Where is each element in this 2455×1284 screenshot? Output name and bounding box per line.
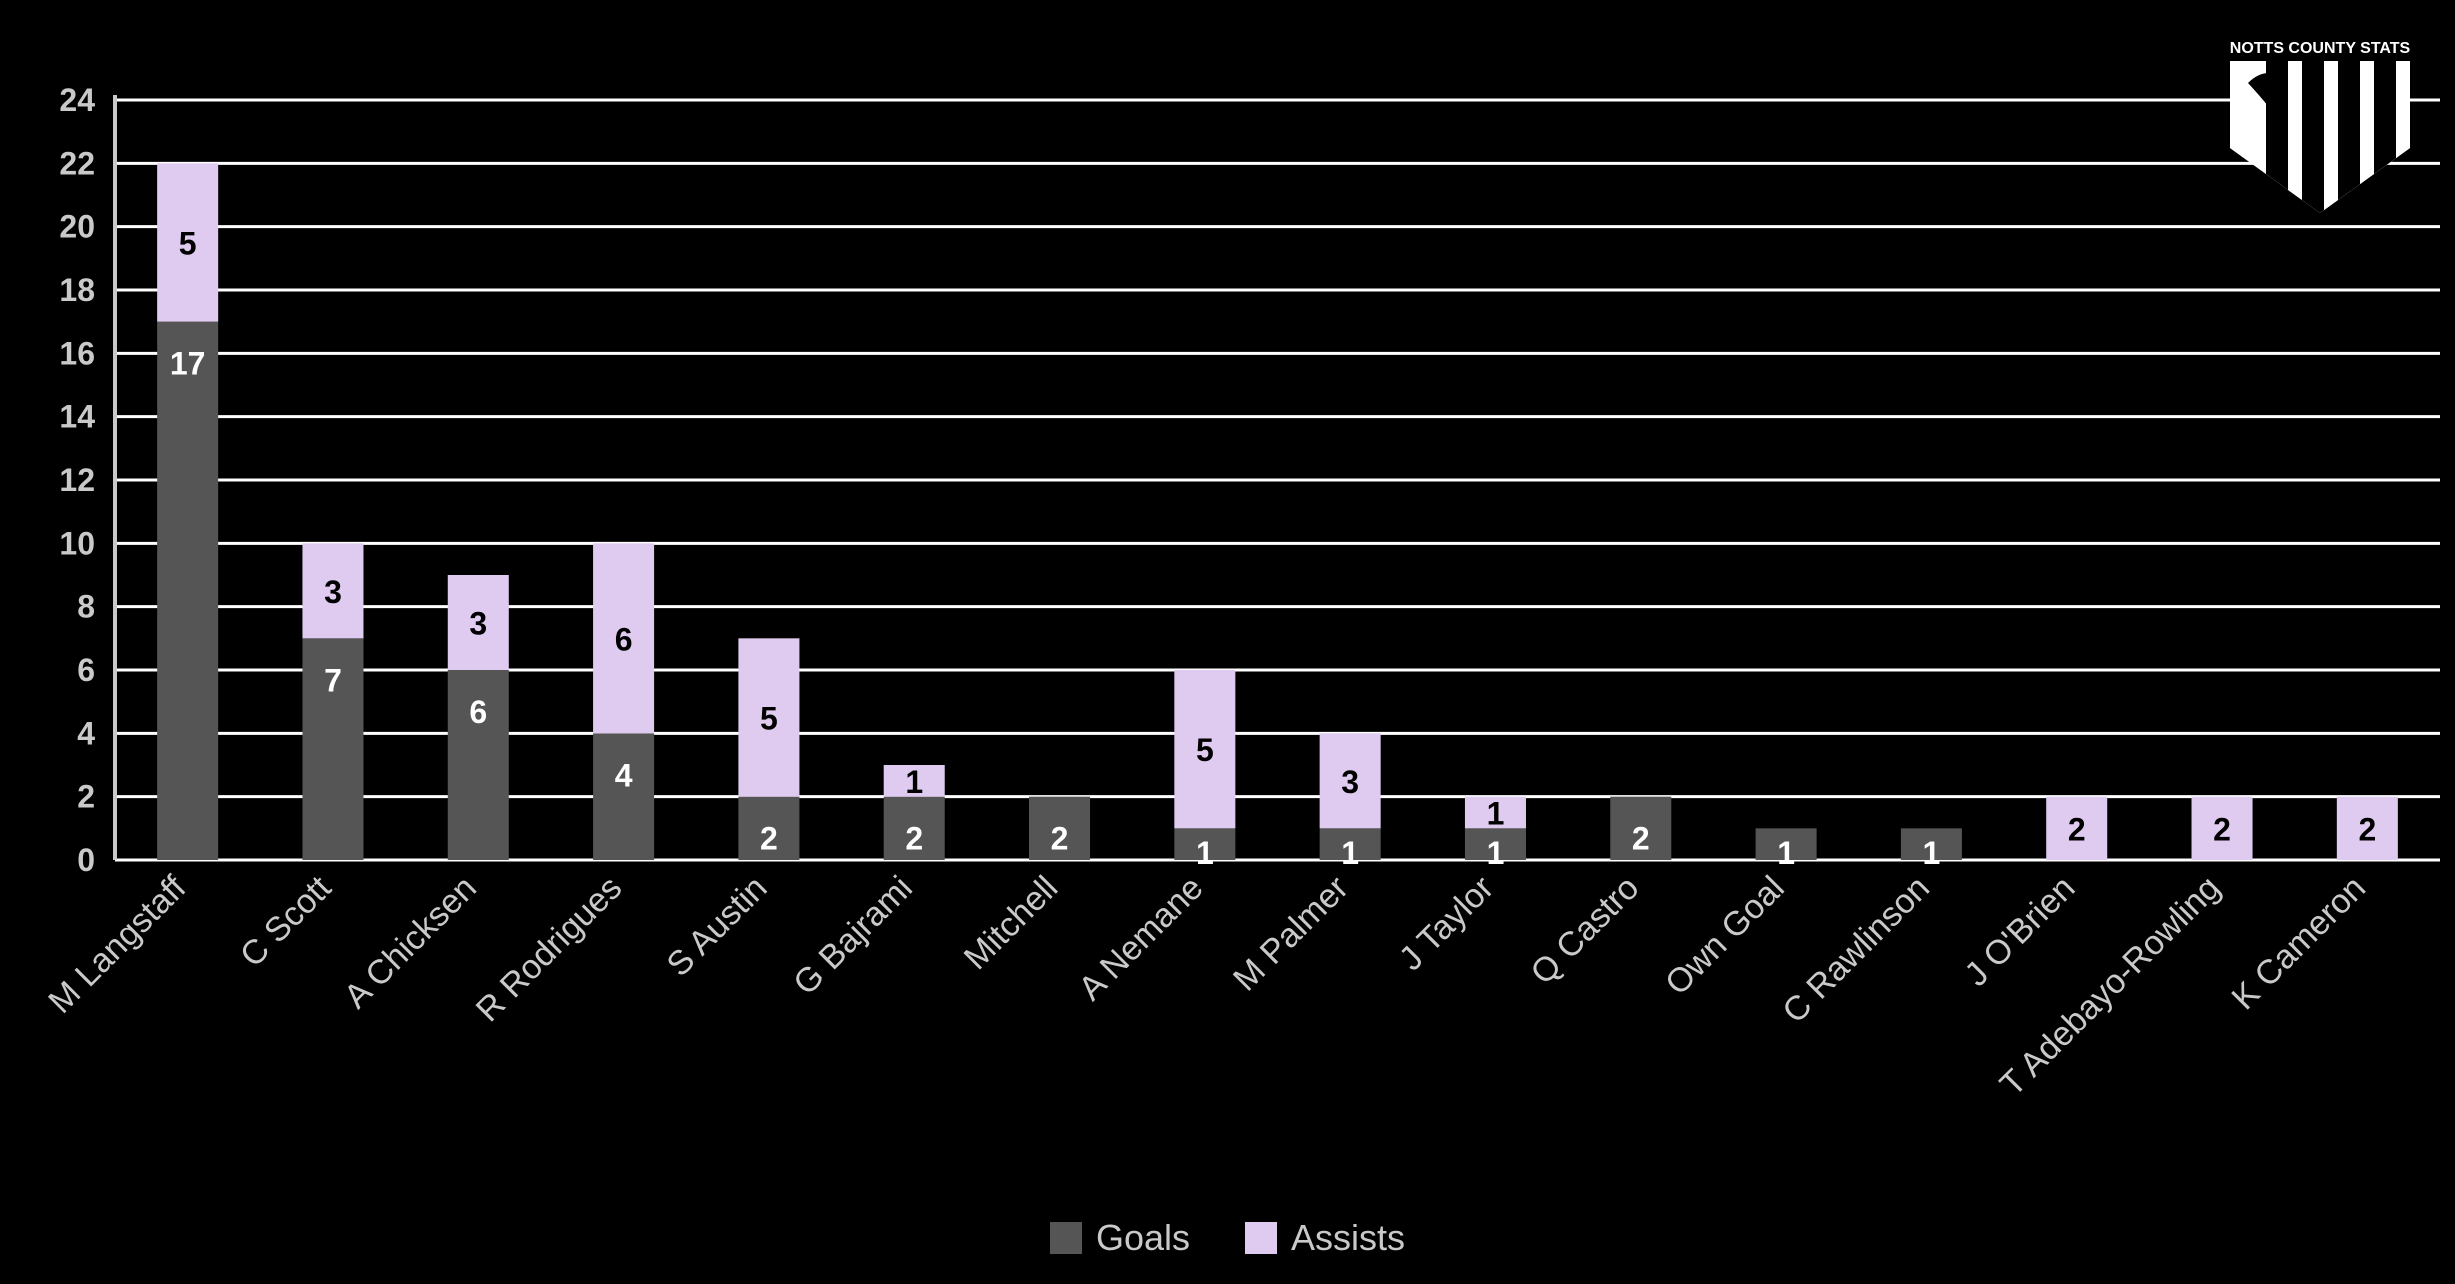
x-axis-label: K Cameron	[2225, 869, 2373, 1017]
x-axis-label: R Rodrigues	[469, 869, 630, 1030]
svg-text:20: 20	[59, 209, 95, 245]
x-axis-label: Own Goal	[1658, 869, 1792, 1003]
x-axis-label: G Bajrami	[786, 869, 920, 1003]
x-axis-label: C Rawlinson	[1775, 869, 1937, 1031]
bar-value-goals: 4	[615, 757, 633, 793]
legend-item-assists: Assists	[1245, 1217, 1405, 1259]
x-axis-label: A Nemane	[1071, 869, 1210, 1008]
logo-text: NOTTS COUNTY STATS	[2230, 40, 2411, 57]
svg-text:14: 14	[59, 399, 95, 435]
bar-value-assists: 5	[1196, 732, 1214, 768]
bar-value-assists: 2	[2068, 811, 2086, 847]
svg-text:2: 2	[77, 779, 95, 815]
bar-value-goals: 2	[1051, 821, 1069, 857]
chart-container: 024681012141618202224175M Langstaff73C S…	[0, 0, 2455, 1284]
notts-county-stats-logo: NOTTS COUNTY STATS	[2220, 28, 2420, 218]
svg-text:24: 24	[59, 82, 95, 118]
svg-text:16: 16	[59, 335, 95, 371]
bar-value-assists: 3	[324, 574, 342, 610]
x-axis-label: A Chicksen	[337, 869, 484, 1016]
bar-value-goals: 1	[1777, 835, 1795, 871]
bar-value-goals: 6	[469, 694, 487, 730]
x-axis-label: Mitchell	[957, 869, 1065, 977]
bar-value-assists: 5	[179, 226, 197, 262]
bar-value-assists: 1	[905, 764, 923, 800]
svg-text:10: 10	[59, 525, 95, 561]
bar-value-goals: 1	[1487, 835, 1505, 871]
x-axis-label: M Langstaff	[41, 868, 193, 1020]
x-axis-label: J Taylor	[1392, 869, 1501, 978]
bar-value-goals: 2	[760, 821, 778, 857]
bar-value-goals: 1	[1196, 835, 1214, 871]
chart-legend: Goals Assists	[0, 1217, 2455, 1259]
bar-value-assists: 2	[2358, 811, 2376, 847]
bar-value-assists: 2	[2213, 811, 2231, 847]
legend-swatch-goals	[1050, 1222, 1082, 1254]
x-axis-label: J O'Brien	[1957, 869, 2082, 994]
bar-value-goals: 2	[1632, 821, 1650, 857]
bar-value-goals: 17	[170, 346, 206, 382]
x-axis-label: S Austin	[659, 869, 774, 984]
bar-value-assists: 3	[469, 606, 487, 642]
svg-text:0: 0	[77, 842, 95, 878]
bar-value-goals: 7	[324, 662, 342, 698]
legend-label-assists: Assists	[1291, 1217, 1405, 1259]
stacked-bar-chart: 024681012141618202224175M Langstaff73C S…	[0, 0, 2455, 1284]
svg-text:8: 8	[77, 589, 95, 625]
bar-value-assists: 6	[615, 621, 633, 657]
bar-value-goals: 1	[1923, 835, 1941, 871]
svg-text:12: 12	[59, 462, 95, 498]
svg-text:4: 4	[77, 715, 95, 751]
legend-label-goals: Goals	[1096, 1217, 1190, 1259]
x-axis-label: Q Castro	[1523, 869, 1646, 992]
bar-value-assists: 1	[1487, 796, 1505, 832]
legend-swatch-assists	[1245, 1222, 1277, 1254]
bar-value-goals: 2	[905, 821, 923, 857]
bar-value-assists: 5	[760, 701, 778, 737]
bar-value-goals: 1	[1341, 835, 1359, 871]
svg-text:22: 22	[59, 145, 95, 181]
svg-text:18: 18	[59, 272, 95, 308]
svg-text:6: 6	[77, 652, 95, 688]
x-axis-label: C Scott	[233, 868, 339, 974]
bar-goals	[593, 733, 654, 860]
bar-value-assists: 3	[1341, 764, 1359, 800]
bar-goals	[157, 322, 218, 860]
x-axis-label: M Palmer	[1226, 869, 1356, 999]
legend-item-goals: Goals	[1050, 1217, 1190, 1259]
